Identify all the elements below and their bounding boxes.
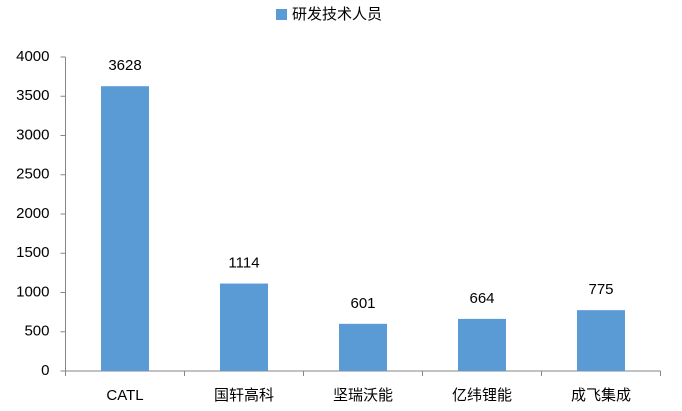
bar (577, 310, 625, 371)
legend-swatch (276, 9, 287, 20)
data-label: 775 (588, 281, 613, 298)
y-tick-label: 3500 (16, 87, 49, 104)
y-tick-label: 1000 (16, 283, 49, 300)
bar (220, 283, 268, 371)
legend-label: 研发技术人员 (292, 6, 382, 23)
y-tick-label: 4000 (16, 48, 49, 65)
y-tick-label: 2500 (16, 166, 49, 183)
x-tick-label: CATL (106, 387, 143, 404)
data-label: 3628 (108, 57, 141, 74)
y-tick-label: 0 (41, 362, 49, 379)
bar (101, 86, 149, 372)
y-tick-label: 1500 (16, 244, 49, 261)
x-tick-label: 亿纬锂能 (452, 387, 512, 404)
data-label: 664 (469, 290, 494, 307)
y-tick-label: 500 (24, 323, 49, 340)
y-tick-label: 3000 (16, 126, 49, 143)
y-tick-label: 2000 (16, 205, 49, 222)
x-tick-label: 坚瑞沃能 (333, 387, 393, 404)
data-label: 601 (350, 295, 375, 312)
x-tick-label: 国轩高科 (214, 387, 274, 404)
data-label: 1114 (228, 255, 259, 272)
bar (458, 318, 506, 371)
bar (339, 323, 387, 371)
x-tick-label: 成飞集成 (571, 387, 631, 404)
